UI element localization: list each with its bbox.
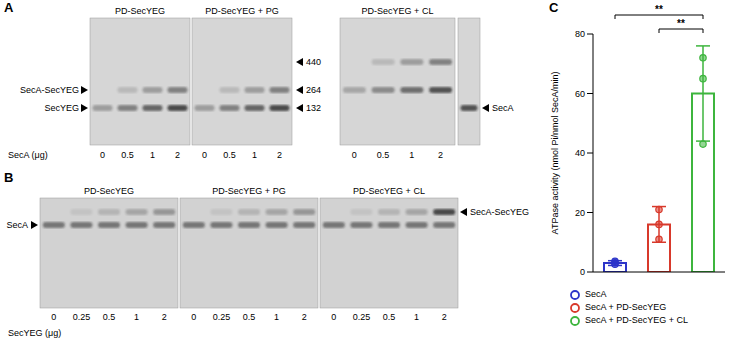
svg-text:**: ** <box>677 18 685 29</box>
svg-text:PD-SecYEG + PG: PD-SecYEG + PG <box>205 6 278 16</box>
html-text:SecA + PD-SecYEG + CL: SecA + PD-SecYEG + CL <box>585 315 689 325</box>
svg-text:2: 2 <box>175 150 180 160</box>
svg-text:264: 264 <box>306 85 321 95</box>
svg-text:1: 1 <box>414 312 419 322</box>
svg-text:A: A <box>4 0 14 15</box>
html-text:C: C <box>549 0 559 15</box>
svg-text:2: 2 <box>442 312 447 322</box>
svg-text:SecA-SecYEG: SecA-SecYEG <box>470 207 529 217</box>
svg-text:PD-SecYEG + CL: PD-SecYEG + CL <box>362 6 434 16</box>
svg-text:60: 60 <box>575 89 585 99</box>
svg-text:0.5: 0.5 <box>377 150 390 160</box>
svg-text:0: 0 <box>331 312 336 322</box>
svg-text:SecA-SecYEG: SecA-SecYEG <box>20 85 79 95</box>
svg-text:2: 2 <box>302 312 307 322</box>
svg-text:PD-SecYEG: PD-SecYEG <box>115 6 165 16</box>
svg-text:1: 1 <box>150 150 155 160</box>
svg-text:0: 0 <box>202 150 207 160</box>
svg-text:20: 20 <box>575 208 585 218</box>
svg-text:SecA (μg): SecA (μg) <box>8 150 48 160</box>
svg-text:ATPase activity (nmol Pi/nmol: ATPase activity (nmol Pi/nmol SecA/min) <box>550 72 560 235</box>
svg-text:1: 1 <box>252 150 257 160</box>
svg-text:0.5: 0.5 <box>223 150 236 160</box>
svg-text:1: 1 <box>409 150 414 160</box>
svg-text:0.5: 0.5 <box>243 312 256 322</box>
svg-text:132: 132 <box>306 103 321 113</box>
svg-text:40: 40 <box>575 148 585 158</box>
svg-text:2: 2 <box>438 150 443 160</box>
svg-text:0: 0 <box>580 267 585 277</box>
html-text:SecA + PD-SecYEG: SecA + PD-SecYEG <box>585 302 667 312</box>
svg-text:0: 0 <box>352 150 357 160</box>
svg-text:1: 1 <box>134 312 139 322</box>
svg-text:0: 0 <box>51 312 56 322</box>
svg-text:80: 80 <box>575 29 585 39</box>
svg-text:PD-SecYEG + CL: PD-SecYEG + CL <box>353 186 425 196</box>
svg-text:0.25: 0.25 <box>73 312 91 322</box>
svg-text:B: B <box>4 170 13 185</box>
svg-text:2: 2 <box>162 312 167 322</box>
svg-text:SecYEG: SecYEG <box>44 103 79 113</box>
svg-text:0: 0 <box>191 312 196 322</box>
svg-text:PD-SecYEG + PG: PD-SecYEG + PG <box>212 186 285 196</box>
svg-text:0.5: 0.5 <box>383 312 396 322</box>
html-text:SecA: SecA <box>585 289 607 299</box>
svg-text:440: 440 <box>306 57 321 67</box>
svg-text:1: 1 <box>274 312 279 322</box>
svg-text:2: 2 <box>277 150 282 160</box>
svg-text:0: 0 <box>100 150 105 160</box>
svg-text:0.5: 0.5 <box>121 150 134 160</box>
svg-text:0.5: 0.5 <box>103 312 116 322</box>
svg-text:PD-SecYEG: PD-SecYEG <box>84 186 134 196</box>
svg-text:**: ** <box>655 4 663 15</box>
svg-text:0.25: 0.25 <box>213 312 231 322</box>
svg-text:SecYEG (μg): SecYEG (μg) <box>8 328 61 338</box>
svg-text:0.25: 0.25 <box>353 312 371 322</box>
svg-text:SecA: SecA <box>6 220 28 230</box>
svg-text:SecA: SecA <box>492 103 514 113</box>
